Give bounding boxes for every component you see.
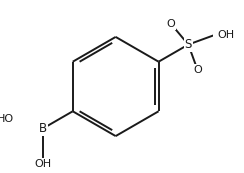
Text: OH: OH: [217, 30, 234, 40]
Text: O: O: [167, 19, 175, 29]
Text: HO: HO: [0, 114, 14, 124]
Text: O: O: [193, 65, 202, 75]
Text: S: S: [185, 38, 192, 51]
Text: OH: OH: [34, 159, 51, 169]
Text: B: B: [39, 122, 47, 135]
